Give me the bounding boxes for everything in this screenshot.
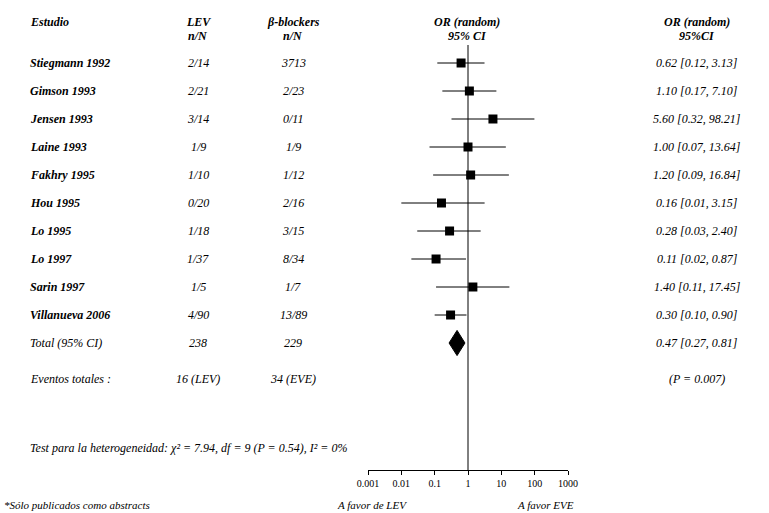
- svg-text:OR (random): OR (random): [664, 15, 730, 29]
- svg-text:LEV: LEV: [186, 15, 211, 29]
- svg-text:2/23: 2/23: [283, 84, 304, 98]
- svg-text:1.10 [0.17, 7.10]: 1.10 [0.17, 7.10]: [656, 84, 738, 98]
- svg-text:2/14: 2/14: [188, 56, 209, 70]
- svg-text:Lo 1997: Lo 1997: [30, 252, 72, 266]
- svg-text:34 (EVE): 34 (EVE): [270, 372, 316, 386]
- svg-text:0.30 [0.10, 0.90]: 0.30 [0.10, 0.90]: [656, 308, 738, 322]
- svg-text:1/9: 1/9: [191, 140, 206, 154]
- svg-text:4/90: 4/90: [188, 308, 209, 322]
- svg-text:0.1: 0.1: [428, 478, 441, 489]
- svg-text:Fakhry 1995: Fakhry 1995: [30, 168, 95, 182]
- svg-text:0/20: 0/20: [188, 196, 209, 210]
- svg-text:238: 238: [189, 336, 207, 350]
- svg-text:Sarin 1997: Sarin 1997: [30, 280, 85, 294]
- svg-text:Estudio: Estudio: [30, 15, 69, 29]
- svg-text:n/N: n/N: [188, 29, 208, 43]
- svg-text:0/11: 0/11: [283, 112, 303, 126]
- svg-text:A favor de LEV: A favor de LEV: [337, 499, 407, 511]
- svg-text:Gimson 1993: Gimson 1993: [30, 84, 96, 98]
- svg-text:*Sólo publicados como abstract: *Sólo publicados como abstracts: [4, 499, 150, 511]
- svg-text:1/7: 1/7: [285, 280, 301, 294]
- svg-text:Villanueva 2006: Villanueva 2006: [30, 308, 110, 322]
- svg-text:1000: 1000: [558, 478, 578, 489]
- svg-text:3713: 3713: [281, 56, 306, 70]
- svg-text:(P = 0.007): (P = 0.007): [669, 372, 725, 386]
- svg-text:1/9: 1/9: [286, 140, 301, 154]
- svg-text:1/18: 1/18: [188, 224, 209, 238]
- svg-text:Total (95% CI): Total (95% CI): [30, 336, 102, 350]
- svg-text:Jensen 1993: Jensen 1993: [30, 112, 93, 126]
- svg-text:A favor EVE: A favor EVE: [517, 499, 574, 511]
- svg-text:OR (random): OR (random): [434, 15, 500, 29]
- svg-text:0.47 [0.27, 0.81]: 0.47 [0.27, 0.81]: [656, 336, 738, 350]
- svg-text:3/14: 3/14: [187, 112, 209, 126]
- svg-text:1.40 [0.11, 17.45]: 1.40 [0.11, 17.45]: [654, 280, 741, 294]
- svg-text:95% CI: 95% CI: [448, 29, 487, 43]
- svg-text:0.001: 0.001: [357, 478, 380, 489]
- svg-text:0.16 [0.01, 3.15]: 0.16 [0.01, 3.15]: [656, 196, 738, 210]
- svg-text:1.20 [0.09, 16.84]: 1.20 [0.09, 16.84]: [653, 168, 741, 182]
- svg-text:0.28 [0.03, 2.40]: 0.28 [0.03, 2.40]: [656, 224, 738, 238]
- svg-text:100: 100: [527, 478, 542, 489]
- svg-text:13/89: 13/89: [280, 308, 307, 322]
- svg-text:Test para la heterogeneidad: χ: Test para la heterogeneidad: χ² = 7.94, …: [30, 441, 347, 455]
- svg-text:10: 10: [496, 478, 506, 489]
- svg-text:1/37: 1/37: [187, 252, 209, 266]
- svg-text:1.00 [0.07, 13.64]: 1.00 [0.07, 13.64]: [653, 140, 741, 154]
- svg-text:Laine 1993: Laine 1993: [30, 140, 87, 154]
- svg-text:8/34: 8/34: [283, 252, 304, 266]
- svg-text:1: 1: [466, 478, 471, 489]
- svg-text:5.60 [0.32, 98.21]: 5.60 [0.32, 98.21]: [653, 112, 741, 126]
- svg-text:Eventos totales :: Eventos totales :: [30, 372, 111, 386]
- svg-text:3/15: 3/15: [282, 224, 304, 238]
- svg-text:Hou 1995: Hou 1995: [30, 196, 80, 210]
- svg-text:2/16: 2/16: [283, 196, 304, 210]
- svg-text:n/N: n/N: [283, 29, 303, 43]
- svg-text:16 (LEV): 16 (LEV): [176, 372, 220, 386]
- svg-text:0.62 [0.12, 3.13]: 0.62 [0.12, 3.13]: [656, 56, 738, 70]
- svg-text:95%CI: 95%CI: [679, 29, 715, 43]
- svg-text:2/21: 2/21: [188, 84, 209, 98]
- svg-text:1/5: 1/5: [191, 280, 206, 294]
- svg-text:1/12: 1/12: [283, 168, 304, 182]
- svg-text:0.01: 0.01: [393, 478, 411, 489]
- svg-text:Lo 1995: Lo 1995: [30, 224, 71, 238]
- svg-text:0.11 [0.02, 0.87]: 0.11 [0.02, 0.87]: [657, 252, 738, 266]
- svg-text:β-blockers: β-blockers: [267, 15, 320, 29]
- svg-text:1/10: 1/10: [188, 168, 209, 182]
- svg-text:229: 229: [284, 336, 302, 350]
- svg-text:Stiegmann 1992: Stiegmann 1992: [30, 56, 110, 70]
